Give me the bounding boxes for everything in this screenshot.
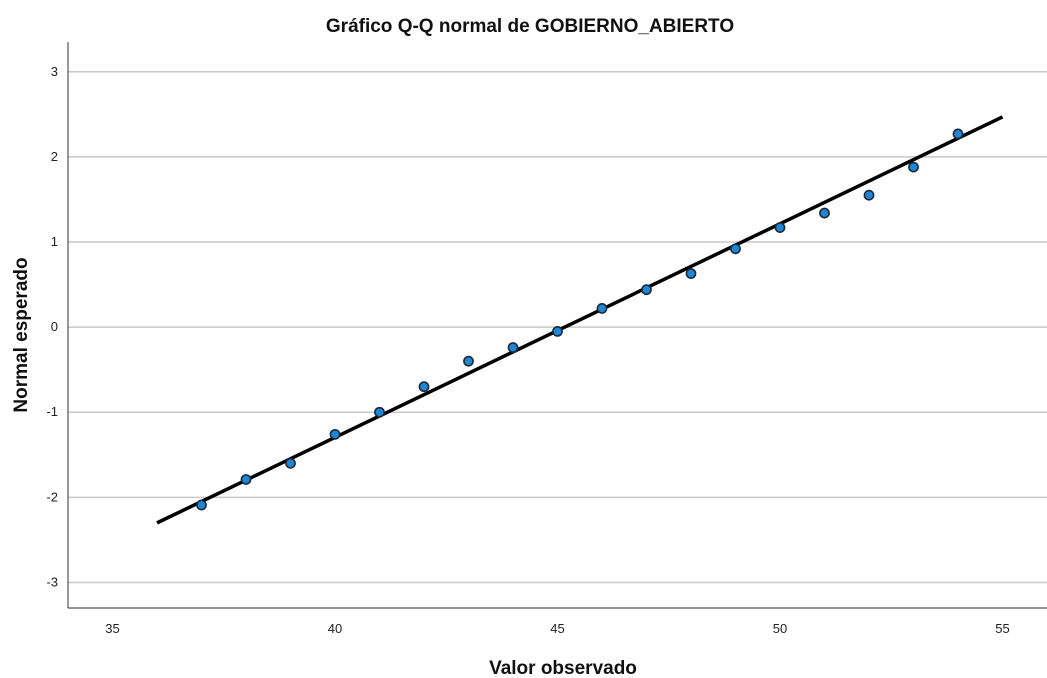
data-point: [196, 499, 207, 511]
reference-line: [156, 115, 1004, 525]
data-point: [507, 342, 519, 353]
data-point: [240, 474, 252, 485]
y-tick-label: -2: [46, 489, 58, 504]
y-tick-label: 3: [51, 64, 58, 79]
x-axis-ticks: 35 40 45 50 55: [105, 621, 1009, 636]
y-tick-label: 0: [51, 319, 58, 334]
data-point: [685, 268, 697, 279]
data-point: [552, 325, 563, 337]
data-points: [196, 128, 964, 511]
y-axis-ticks: -3 -2 -1 0 1 2 3: [46, 64, 58, 590]
chart-title: Gráfico Q-Q normal de GOBIERNO_ABIERTO: [326, 16, 734, 37]
data-point: [863, 189, 875, 201]
data-point: [952, 128, 964, 140]
data-point: [774, 222, 786, 233]
x-tick-label: 45: [550, 621, 564, 636]
y-tick-label: -1: [46, 404, 58, 419]
data-point: [819, 207, 830, 219]
y-tick-label: 2: [51, 149, 58, 164]
x-axis-label: Valor observado: [489, 658, 637, 678]
data-point: [596, 303, 608, 314]
y-tick-label: -3: [46, 574, 58, 589]
data-point: [463, 355, 474, 367]
data-point: [285, 457, 296, 469]
data-point: [418, 381, 430, 393]
data-point: [730, 243, 741, 255]
x-tick-label: 35: [105, 621, 119, 636]
y-tick-label: 1: [51, 234, 58, 249]
data-point: [374, 406, 385, 418]
data-point: [329, 428, 341, 440]
x-tick-label: 55: [995, 621, 1009, 636]
data-point: [641, 284, 652, 296]
gridlines: [68, 71, 1047, 584]
data-point: [908, 161, 919, 173]
x-tick-label: 40: [328, 621, 342, 636]
y-axis-label: Normal esperado: [11, 257, 32, 412]
x-tick-label: 50: [773, 621, 787, 636]
